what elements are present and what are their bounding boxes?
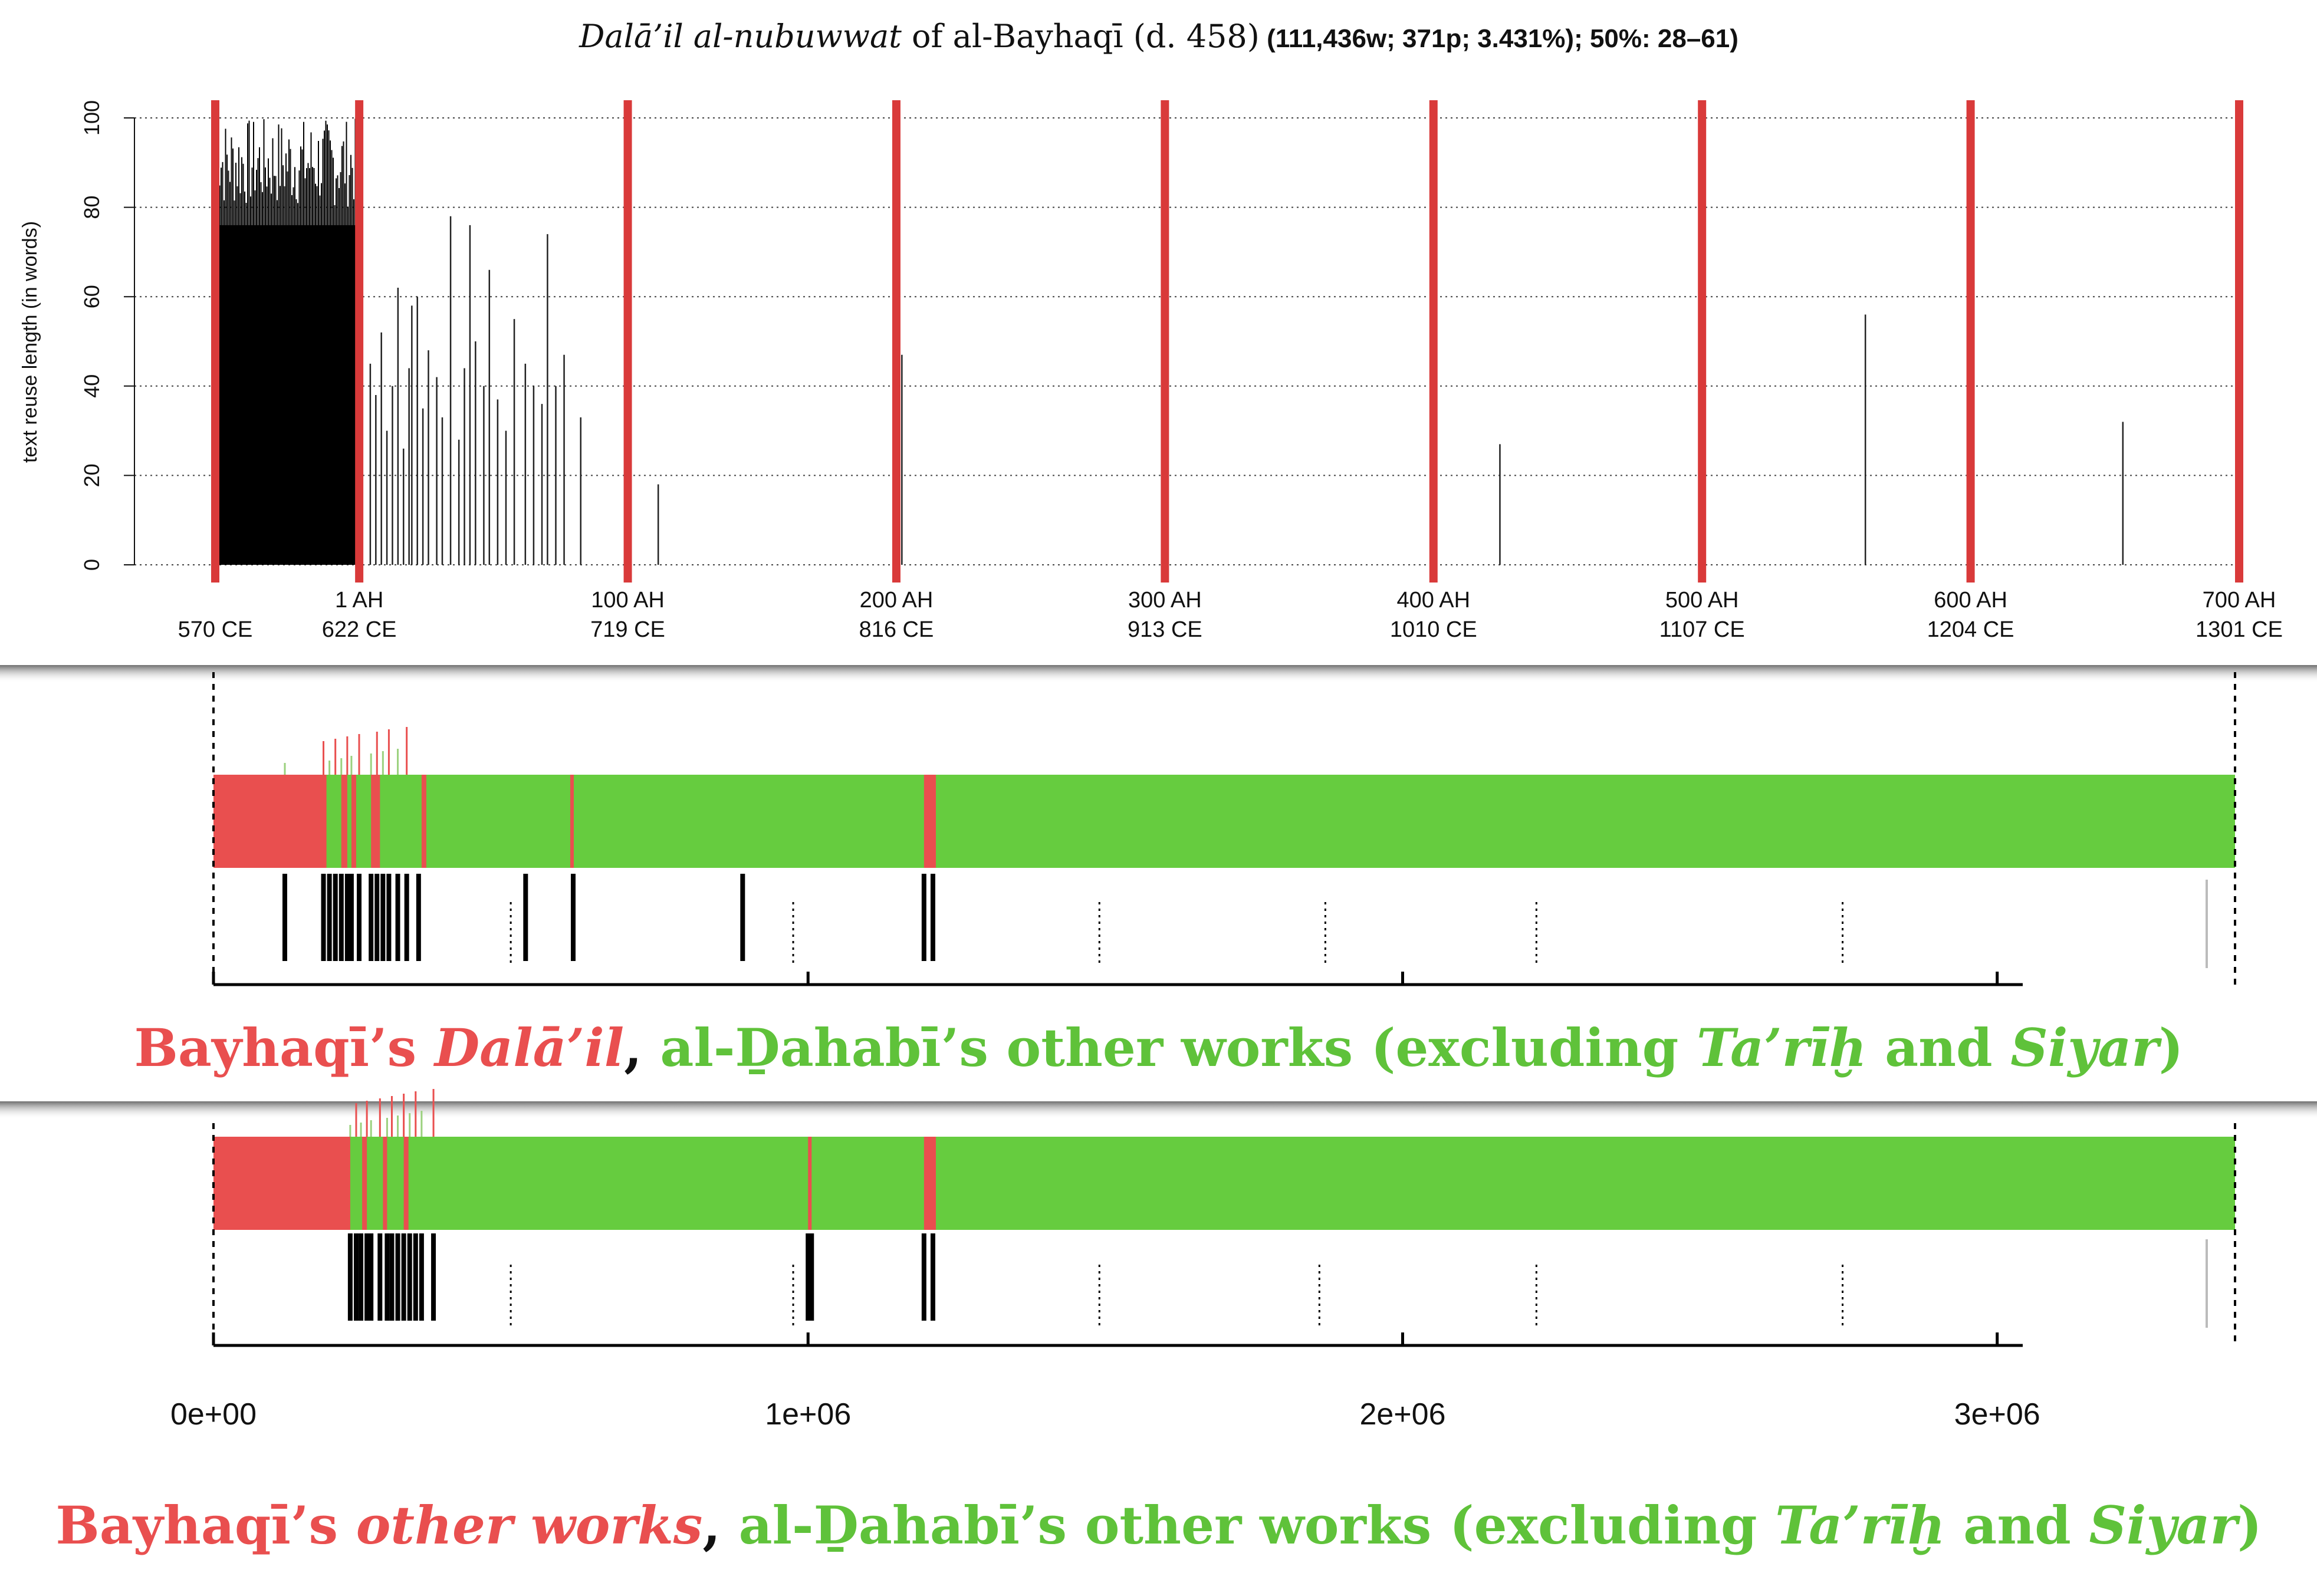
- source-segment: [808, 1137, 812, 1230]
- y-tick-label: 40: [80, 374, 104, 398]
- ah-label: 500 AH: [1665, 588, 1739, 613]
- reuse-length-chart: 0 20 40 60 80 100 text reuse length (in words…: [19, 100, 2283, 642]
- source-segment: [570, 775, 574, 868]
- ce-label: 1010 CE: [1390, 617, 1477, 642]
- ah-label: 100 AH: [591, 588, 665, 613]
- source-segment: [923, 775, 936, 868]
- x-tick-label: 3e+06: [1954, 1397, 2040, 1432]
- ce-label: 622 CE: [322, 617, 397, 642]
- ah-label: 200 AH: [860, 588, 934, 613]
- ah-label: 1 AH: [335, 588, 383, 613]
- ah-label: 300 AH: [1128, 588, 1202, 613]
- gridlines: [134, 117, 2239, 565]
- milestone-ticks: [510, 1265, 1844, 1327]
- ah-label: 400 AH: [1396, 588, 1470, 613]
- position-axis: [212, 972, 2023, 986]
- x-axis-labels: 570 CE 1 AH 622 CE 100 AH 719 CE 200 AH 816 CE…: [178, 588, 2283, 642]
- chart-title: Dalā’il al-nubuwwat of al-Bayhaqī (d. 45…: [579, 18, 1738, 55]
- x-tick-label: 2e+06: [1359, 1397, 1445, 1432]
- ce-label: 1204 CE: [1927, 617, 2014, 642]
- milestone-ticks: [510, 902, 1844, 967]
- y-axis: 0 20 40 60 80 100: [80, 100, 135, 571]
- ce-label: 1301 CE: [2196, 617, 2283, 642]
- ce-label: 913 CE: [1128, 617, 1202, 642]
- position-axis-labels: 0e+00 1e+06 2e+06 3e+06: [170, 1397, 2040, 1432]
- alignment-band: [212, 1089, 2236, 1345]
- x-tick-label: 0e+00: [170, 1397, 257, 1432]
- ce-label: 816 CE: [859, 617, 934, 642]
- match-ticks: [282, 874, 2208, 968]
- source-segment: [383, 1137, 387, 1230]
- source-segment: [341, 775, 347, 868]
- y-tick-label: 0: [80, 559, 104, 571]
- y-axis-label: text reuse length (in words): [19, 221, 41, 463]
- x-tick-label: 1e+06: [765, 1397, 851, 1432]
- source-segment: [351, 775, 356, 868]
- ah-label: 600 AH: [1934, 588, 2007, 613]
- target-band: [213, 775, 2235, 868]
- source-segment: [421, 775, 426, 868]
- chart-title-work: Dalā’il al-nubuwwat: [579, 18, 902, 55]
- position-axis: [212, 1332, 2023, 1347]
- source-segment: [213, 1137, 350, 1230]
- ah-label: 700 AH: [2203, 588, 2276, 613]
- reuse-bars: [215, 119, 2124, 565]
- century-markers: [211, 100, 2243, 583]
- source-segment: [403, 1137, 409, 1230]
- source-segment: [923, 1137, 936, 1230]
- y-tick-label: 20: [80, 463, 104, 487]
- target-band: [213, 1137, 2235, 1230]
- source-segment: [213, 775, 327, 868]
- separator-shadow-2: [0, 1101, 2317, 1119]
- match-ticks: [347, 1233, 2208, 1328]
- other-works-alignment-band: 0e+00 1e+06 2e+06 3e+06: [170, 1089, 2236, 1432]
- source-segment: [362, 1137, 367, 1230]
- y-tick-label: 80: [80, 196, 104, 219]
- ce-label: 719 CE: [590, 617, 665, 642]
- caption-other-works: Bayhaqī’s other works, al-Ḏahabī’s other…: [55, 1495, 2262, 1556]
- y-tick-label: 100: [80, 100, 104, 136]
- separator-shadow-1: [0, 665, 2317, 683]
- chart-title-author: of al-Bayhaqī (d. 458): [902, 18, 1260, 55]
- ce-label: 1107 CE: [1659, 617, 1745, 642]
- chart-subtitle: (111,436w; 371p; 3.431%); 50%: 28–61): [1260, 24, 1738, 53]
- alignment-band: [212, 672, 2236, 985]
- dalail-alignment-band: [212, 672, 2236, 986]
- caption-dalail: Bayhaqī’s Dalā’il, al-Ḏahabī’s other wor…: [134, 1017, 2184, 1078]
- source-segment: [371, 775, 380, 868]
- y-tick-label: 60: [80, 285, 104, 308]
- ce-label: 570 CE: [178, 617, 253, 642]
